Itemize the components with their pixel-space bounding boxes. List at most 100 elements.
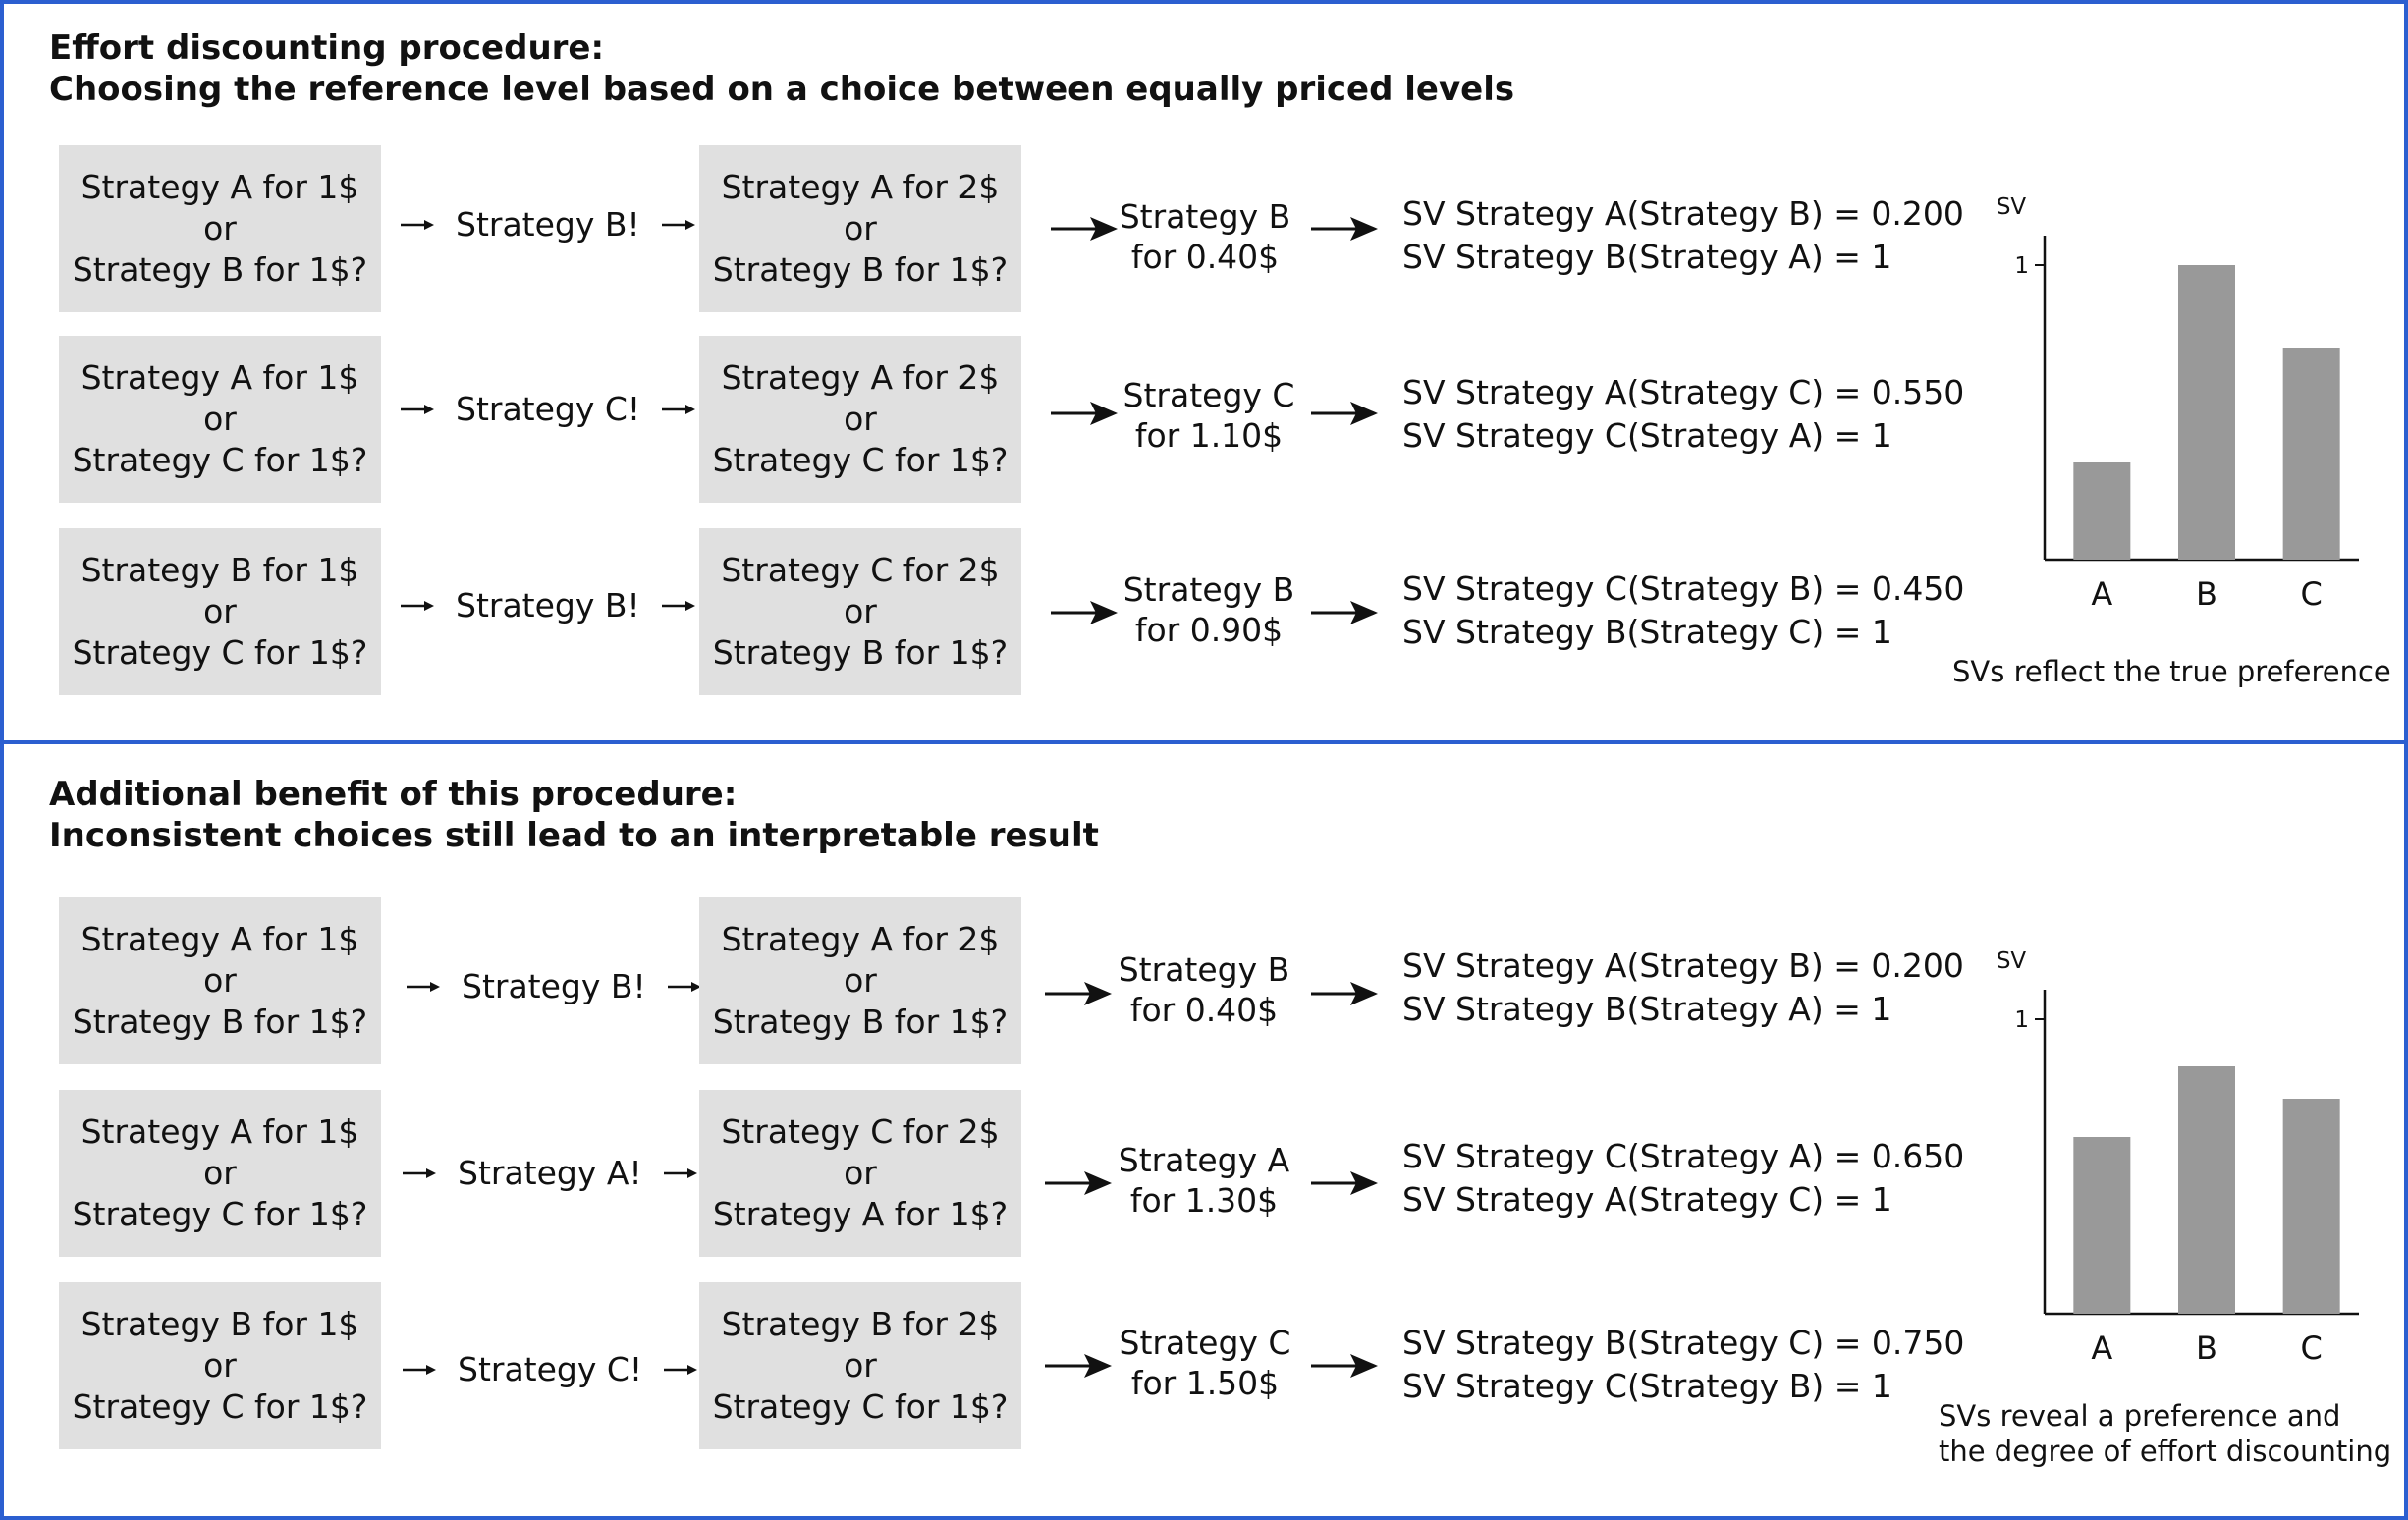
small-arrow-icon: [667, 982, 701, 992]
price-strategy: Strategy C: [1122, 376, 1295, 414]
option-2-text: Strategy B for 1$?: [712, 633, 1009, 672]
initial-choice-box: Strategy B for 1$ or Strategy C for 1$?: [59, 528, 381, 695]
caption-line: SVs reveal a preference and: [1939, 1399, 2341, 1433]
small-arrow-icon: [661, 601, 695, 611]
arrow-icon: [1051, 601, 1118, 624]
initial-choice-box: Strategy A for 1$ or Strategy C for 1$?: [59, 336, 381, 503]
or-text: or: [844, 209, 877, 247]
arrow-icon: [1045, 1171, 1112, 1195]
subjective-values: SV Strategy C(Strategy B) = 0.450 SV Str…: [1402, 568, 1964, 654]
indifference-price: Strategy B for 0.90$: [1111, 570, 1307, 650]
followup-choice-box: Strategy A for 2$ or Strategy B for 1$?: [699, 897, 1021, 1064]
sv-line: SV Strategy C(Strategy B) = 1: [1402, 1367, 1892, 1405]
option-2-text: Strategy B for 1$?: [712, 1003, 1009, 1041]
followup-choice-box: Strategy A for 2$ or Strategy C for 1$?: [699, 336, 1021, 503]
chart-caption: SVs reflect the true preference: [1952, 654, 2391, 689]
sv-line: SV Strategy B(Strategy C) = 1: [1402, 613, 1892, 651]
small-arrow-icon: [401, 601, 434, 611]
subjective-values: SV Strategy A(Strategy B) = 0.200 SV Str…: [1402, 945, 1964, 1031]
option-2-text: Strategy A for 1$?: [712, 1195, 1009, 1233]
small-arrow-icon: [407, 982, 440, 992]
chart-caption: SVs reveal a preference and the degree o…: [1939, 1398, 2391, 1469]
option-1-text: Strategy A for 1$: [81, 1113, 359, 1151]
heading-line-1: Effort discounting procedure:: [49, 28, 605, 68]
price-strategy: Strategy A: [1118, 1141, 1290, 1179]
bar-C: [2282, 1099, 2340, 1314]
indifference-price: Strategy B for 0.40$: [1107, 196, 1303, 277]
procedure-panel: [0, 0, 2408, 744]
x-tick-label: C: [2300, 1330, 2322, 1367]
followup-choice-box: Strategy C for 2$ or Strategy B for 1$?: [699, 528, 1021, 695]
sv-bar-chart: SV 1 A B C: [1997, 194, 2359, 613]
choice-text: Strategy C!: [456, 390, 641, 428]
bar-A: [2073, 1137, 2131, 1314]
choice-text: Strategy B!: [456, 586, 640, 624]
choice-result: Strategy C!: [403, 1349, 698, 1390]
sv-line: SV Strategy B(Strategy A) = 1: [1402, 238, 1892, 276]
initial-choice-box: Strategy B for 1$ or Strategy C for 1$?: [59, 1282, 381, 1449]
x-tick-label: B: [2196, 575, 2217, 613]
subjective-values: SV Strategy A(Strategy B) = 0.200 SV Str…: [1402, 192, 1964, 279]
arrow-icon: [1051, 217, 1118, 241]
small-arrow-icon: [662, 405, 696, 414]
small-arrow-icon: [663, 1168, 697, 1178]
x-tick-label: B: [2196, 1330, 2217, 1367]
or-text: or: [203, 961, 237, 1000]
arrow-icon: [1045, 982, 1112, 1005]
price-strategy: Strategy B: [1119, 197, 1291, 236]
sv-line: SV Strategy C(Strategy A) = 1: [1402, 416, 1892, 455]
choice-result: Strategy B!: [407, 966, 701, 1007]
heading-line-1: Additional benefit of this procedure:: [49, 775, 738, 814]
indifference-price: Strategy A for 1.30$: [1106, 1140, 1302, 1221]
option-1-text: Strategy B for 1$: [81, 1305, 359, 1343]
small-arrow-icon: [401, 220, 434, 230]
or-text: or: [844, 961, 877, 1000]
initial-choice-box: Strategy A for 1$ or Strategy B for 1$?: [59, 897, 381, 1064]
option-2-text: Strategy C for 1$?: [72, 1387, 368, 1426]
choice-text: Strategy B!: [462, 967, 646, 1005]
arrow-icon: [1311, 217, 1378, 241]
panel-heading: Effort discounting procedure: Choosing t…: [49, 27, 1514, 110]
arrow-icon: [1311, 402, 1378, 425]
option-1-text: Strategy B for 1$: [81, 551, 359, 589]
indifference-price: Strategy B for 0.40$: [1106, 950, 1302, 1030]
or-text: or: [203, 1154, 237, 1192]
choice-text: Strategy C!: [458, 1350, 643, 1388]
option-1-text: Strategy A for 1$: [81, 920, 359, 958]
option-1-text: Strategy B for 2$: [721, 1305, 1000, 1343]
or-text: or: [203, 592, 237, 630]
panel-heading: Additional benefit of this procedure: In…: [49, 774, 1099, 856]
or-text: or: [844, 1346, 877, 1384]
x-tick-label: A: [2091, 1330, 2112, 1367]
or-text: or: [203, 400, 237, 438]
option-1-text: Strategy A for 1$: [81, 358, 359, 397]
arrow-icon: [1311, 1354, 1378, 1378]
option-2-text: Strategy C for 1$?: [72, 441, 368, 479]
indifference-price: Strategy C for 1.50$: [1107, 1323, 1303, 1403]
or-text: or: [844, 592, 877, 630]
option-2-text: Strategy B for 1$?: [72, 1003, 368, 1041]
arrow-icon: [1045, 1354, 1112, 1378]
option-1-text: Strategy A for 2$: [721, 168, 1000, 206]
sv-line: SV Strategy A(Strategy C) = 0.550: [1402, 373, 1965, 411]
initial-choice-box: Strategy A for 1$ or Strategy C for 1$?: [59, 1090, 381, 1257]
option-2-text: Strategy B for 1$?: [712, 250, 1009, 289]
subjective-values: SV Strategy A(Strategy C) = 0.550 SV Str…: [1402, 371, 1964, 458]
small-arrow-icon: [403, 1365, 436, 1375]
choice-result: Strategy B!: [401, 204, 695, 245]
sv-line: SV Strategy A(Strategy C) = 1: [1402, 1180, 1892, 1219]
price-value: for 1.50$: [1130, 1364, 1280, 1402]
choice-text: Strategy A!: [458, 1154, 642, 1192]
initial-choice-box: Strategy A for 1$ or Strategy B for 1$?: [59, 145, 381, 312]
benefit-panel: [0, 740, 2408, 1520]
choice-text: Strategy B!: [456, 205, 640, 244]
small-arrow-icon: [664, 1365, 698, 1375]
price-value: for 0.90$: [1134, 611, 1284, 649]
price-value: for 1.30$: [1129, 1181, 1279, 1220]
arrow-icon: [1311, 1171, 1378, 1195]
option-1-text: Strategy A for 1$: [81, 168, 359, 206]
x-tick-label: A: [2091, 575, 2112, 613]
or-text: or: [203, 209, 237, 247]
sv-line: SV Strategy B(Strategy C) = 0.750: [1402, 1324, 1965, 1362]
option-1-text: Strategy C for 2$: [721, 551, 1000, 589]
